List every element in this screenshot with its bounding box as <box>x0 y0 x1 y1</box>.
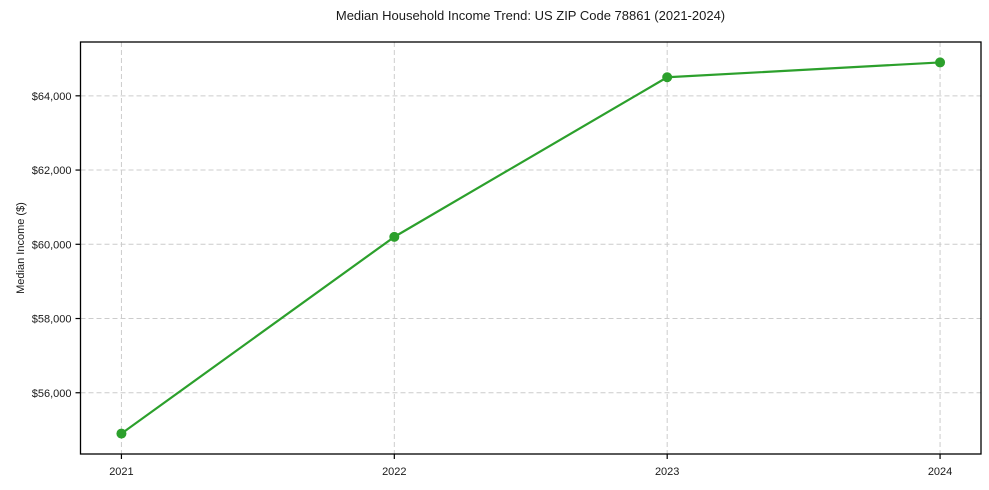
chart-title: Median Household Income Trend: US ZIP Co… <box>335 8 726 23</box>
y-axis-label: Median Income ($) <box>15 202 27 294</box>
x-tick-label: 2024 <box>928 466 952 478</box>
trend-line <box>120 61 942 435</box>
y-tick-label: $64,000 <box>32 91 72 103</box>
x-tick-label: 2023 <box>655 466 679 478</box>
data-point-2022 <box>389 231 400 242</box>
y-tick-label: $58,000 <box>32 314 72 326</box>
y-tick-label: $62,000 <box>32 165 72 177</box>
y-tick-label: $60,000 <box>32 239 72 251</box>
x-tick-label: 2021 <box>109 466 133 478</box>
data-point-2021 <box>116 428 127 439</box>
y-tick-label: $56,000 <box>32 388 72 400</box>
data-point-2024 <box>935 57 946 68</box>
axes-border <box>79 41 982 455</box>
x-tick-label: 2022 <box>382 466 406 478</box>
data-point-2023 <box>662 72 673 83</box>
